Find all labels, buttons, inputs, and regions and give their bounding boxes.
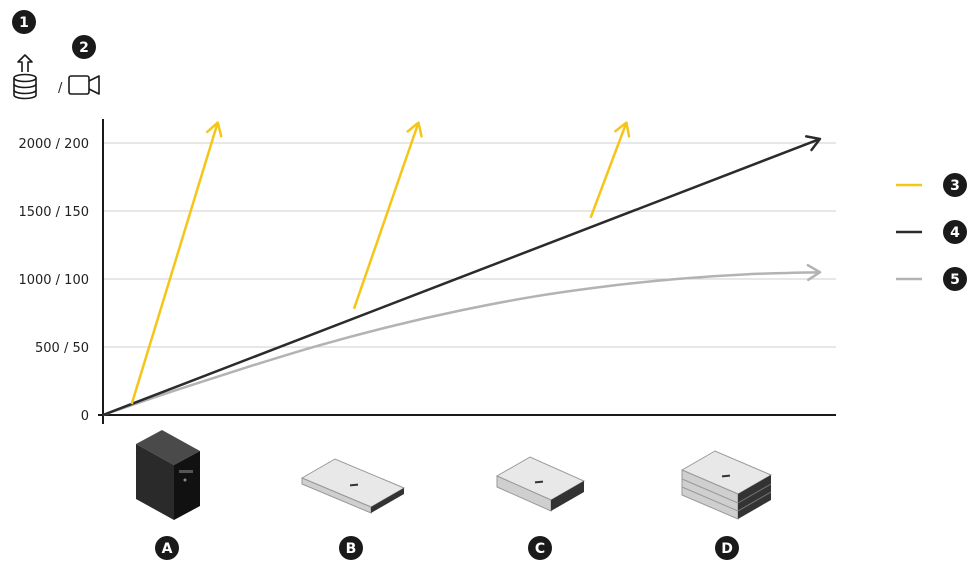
y-tick-label: 2000 / 200 [18,137,89,152]
legend-badge [943,220,967,244]
badge-2: 2 [72,35,96,59]
legend-label: 4 [950,225,960,241]
legend-badge [943,173,967,197]
database-upload-icon [13,54,37,100]
legend: 3 4 5 [896,173,967,291]
hardware-label: A [162,541,173,557]
rack-server-2u-icon [495,456,586,512]
series-3-arrowhead [406,121,423,138]
hardware-badge [715,536,739,560]
hardware-label: C [535,541,545,557]
hardware-badge [339,536,363,560]
video-camera-icon [68,75,100,95]
legend-label: 5 [950,272,960,288]
series-4-arrowhead [804,135,822,152]
series-3-segment [589,122,628,219]
badge-2-text: 2 [79,40,89,56]
series-5-arrowhead [806,263,822,282]
rack-server-1u-icon [300,458,406,514]
series-3-arrowhead [614,121,631,138]
series-3-segment [130,122,219,405]
badge-1: 1 [12,10,36,34]
hardware-label: B [346,541,357,557]
series-4-line [102,137,821,417]
y-axis-ticks: 0 500 / 50 1000 / 100 1500 / 150 2000 / 200 [18,137,89,424]
header-separator: / [58,81,63,96]
hardware-badge [528,536,552,560]
header: 1 2 / [12,10,100,100]
tower-server-icon [136,430,200,520]
hardware-labels: A B C D [155,536,739,560]
y-tick-label: 1000 / 100 [18,273,89,288]
hardware-label: D [721,541,733,557]
rack-server-stacked-icon [680,450,773,520]
y-tick-label: 1500 / 150 [18,205,89,220]
hardware-badge [155,536,179,560]
y-tick-label: 0 [81,409,89,424]
badge-1-text: 1 [19,15,29,31]
y-tick-label: 500 / 50 [35,341,89,356]
series-layer [102,121,822,417]
series-3-arrowhead [205,121,223,138]
legend-label: 3 [950,178,960,194]
legend-badge [943,267,967,291]
grid-lines [103,142,836,348]
series-5-line [102,270,821,417]
series-3-segment [352,122,420,310]
